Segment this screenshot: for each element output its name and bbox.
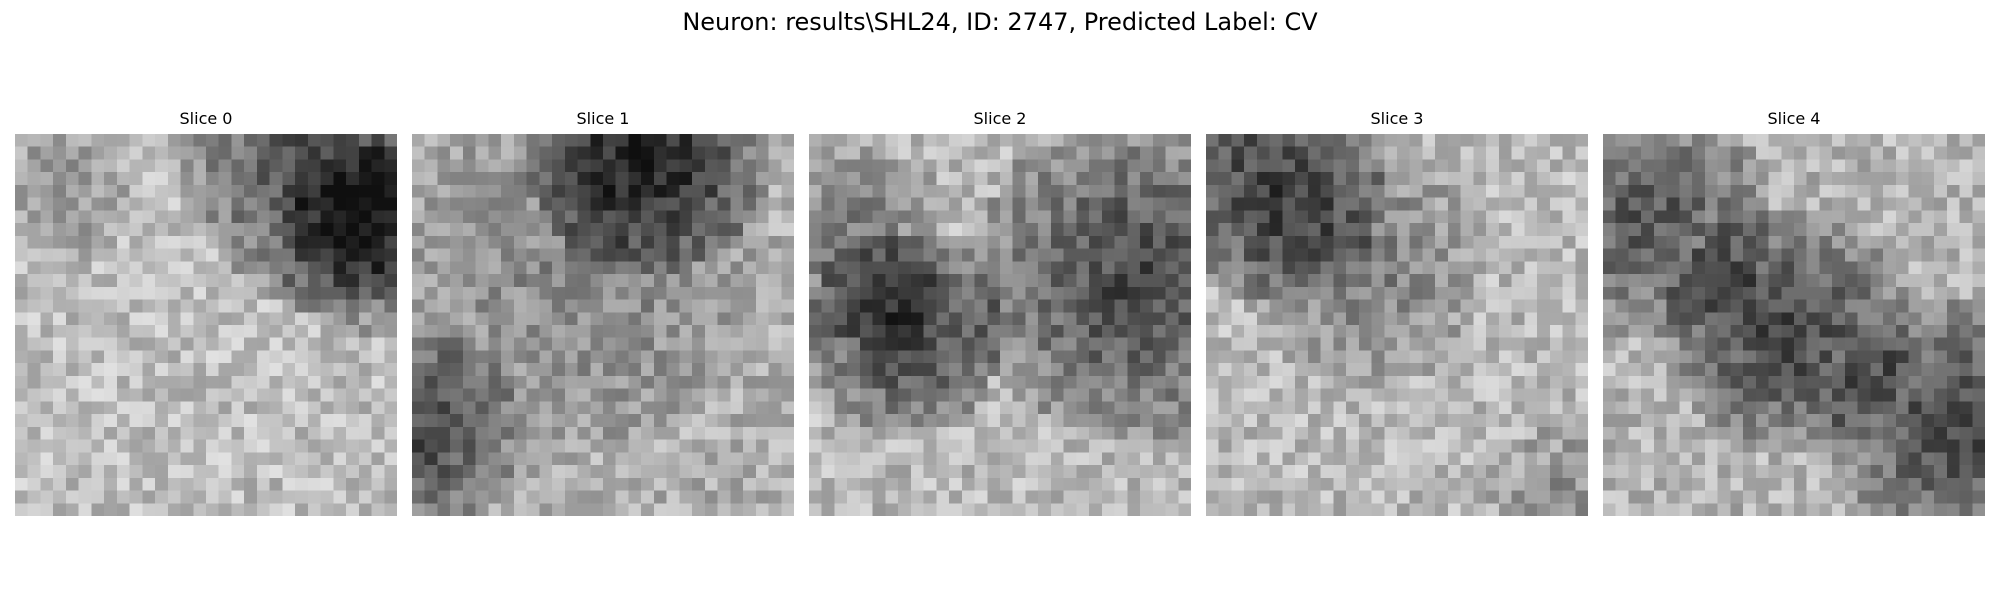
slice-image-2: [809, 134, 1191, 516]
slice-image-4: [1603, 134, 1985, 516]
slice-title-0: Slice 0: [179, 109, 233, 128]
slice-title-2: Slice 2: [973, 109, 1027, 128]
slice-image-3: [1206, 134, 1588, 516]
slice-image-1: [412, 134, 794, 516]
figure-title: Neuron: results\SHL24, ID: 2747, Predict…: [682, 8, 1318, 36]
slice-title-3: Slice 3: [1370, 109, 1424, 128]
slice-image-0: [15, 134, 397, 516]
slice-title-4: Slice 4: [1767, 109, 1821, 128]
slice-title-1: Slice 1: [576, 109, 630, 128]
